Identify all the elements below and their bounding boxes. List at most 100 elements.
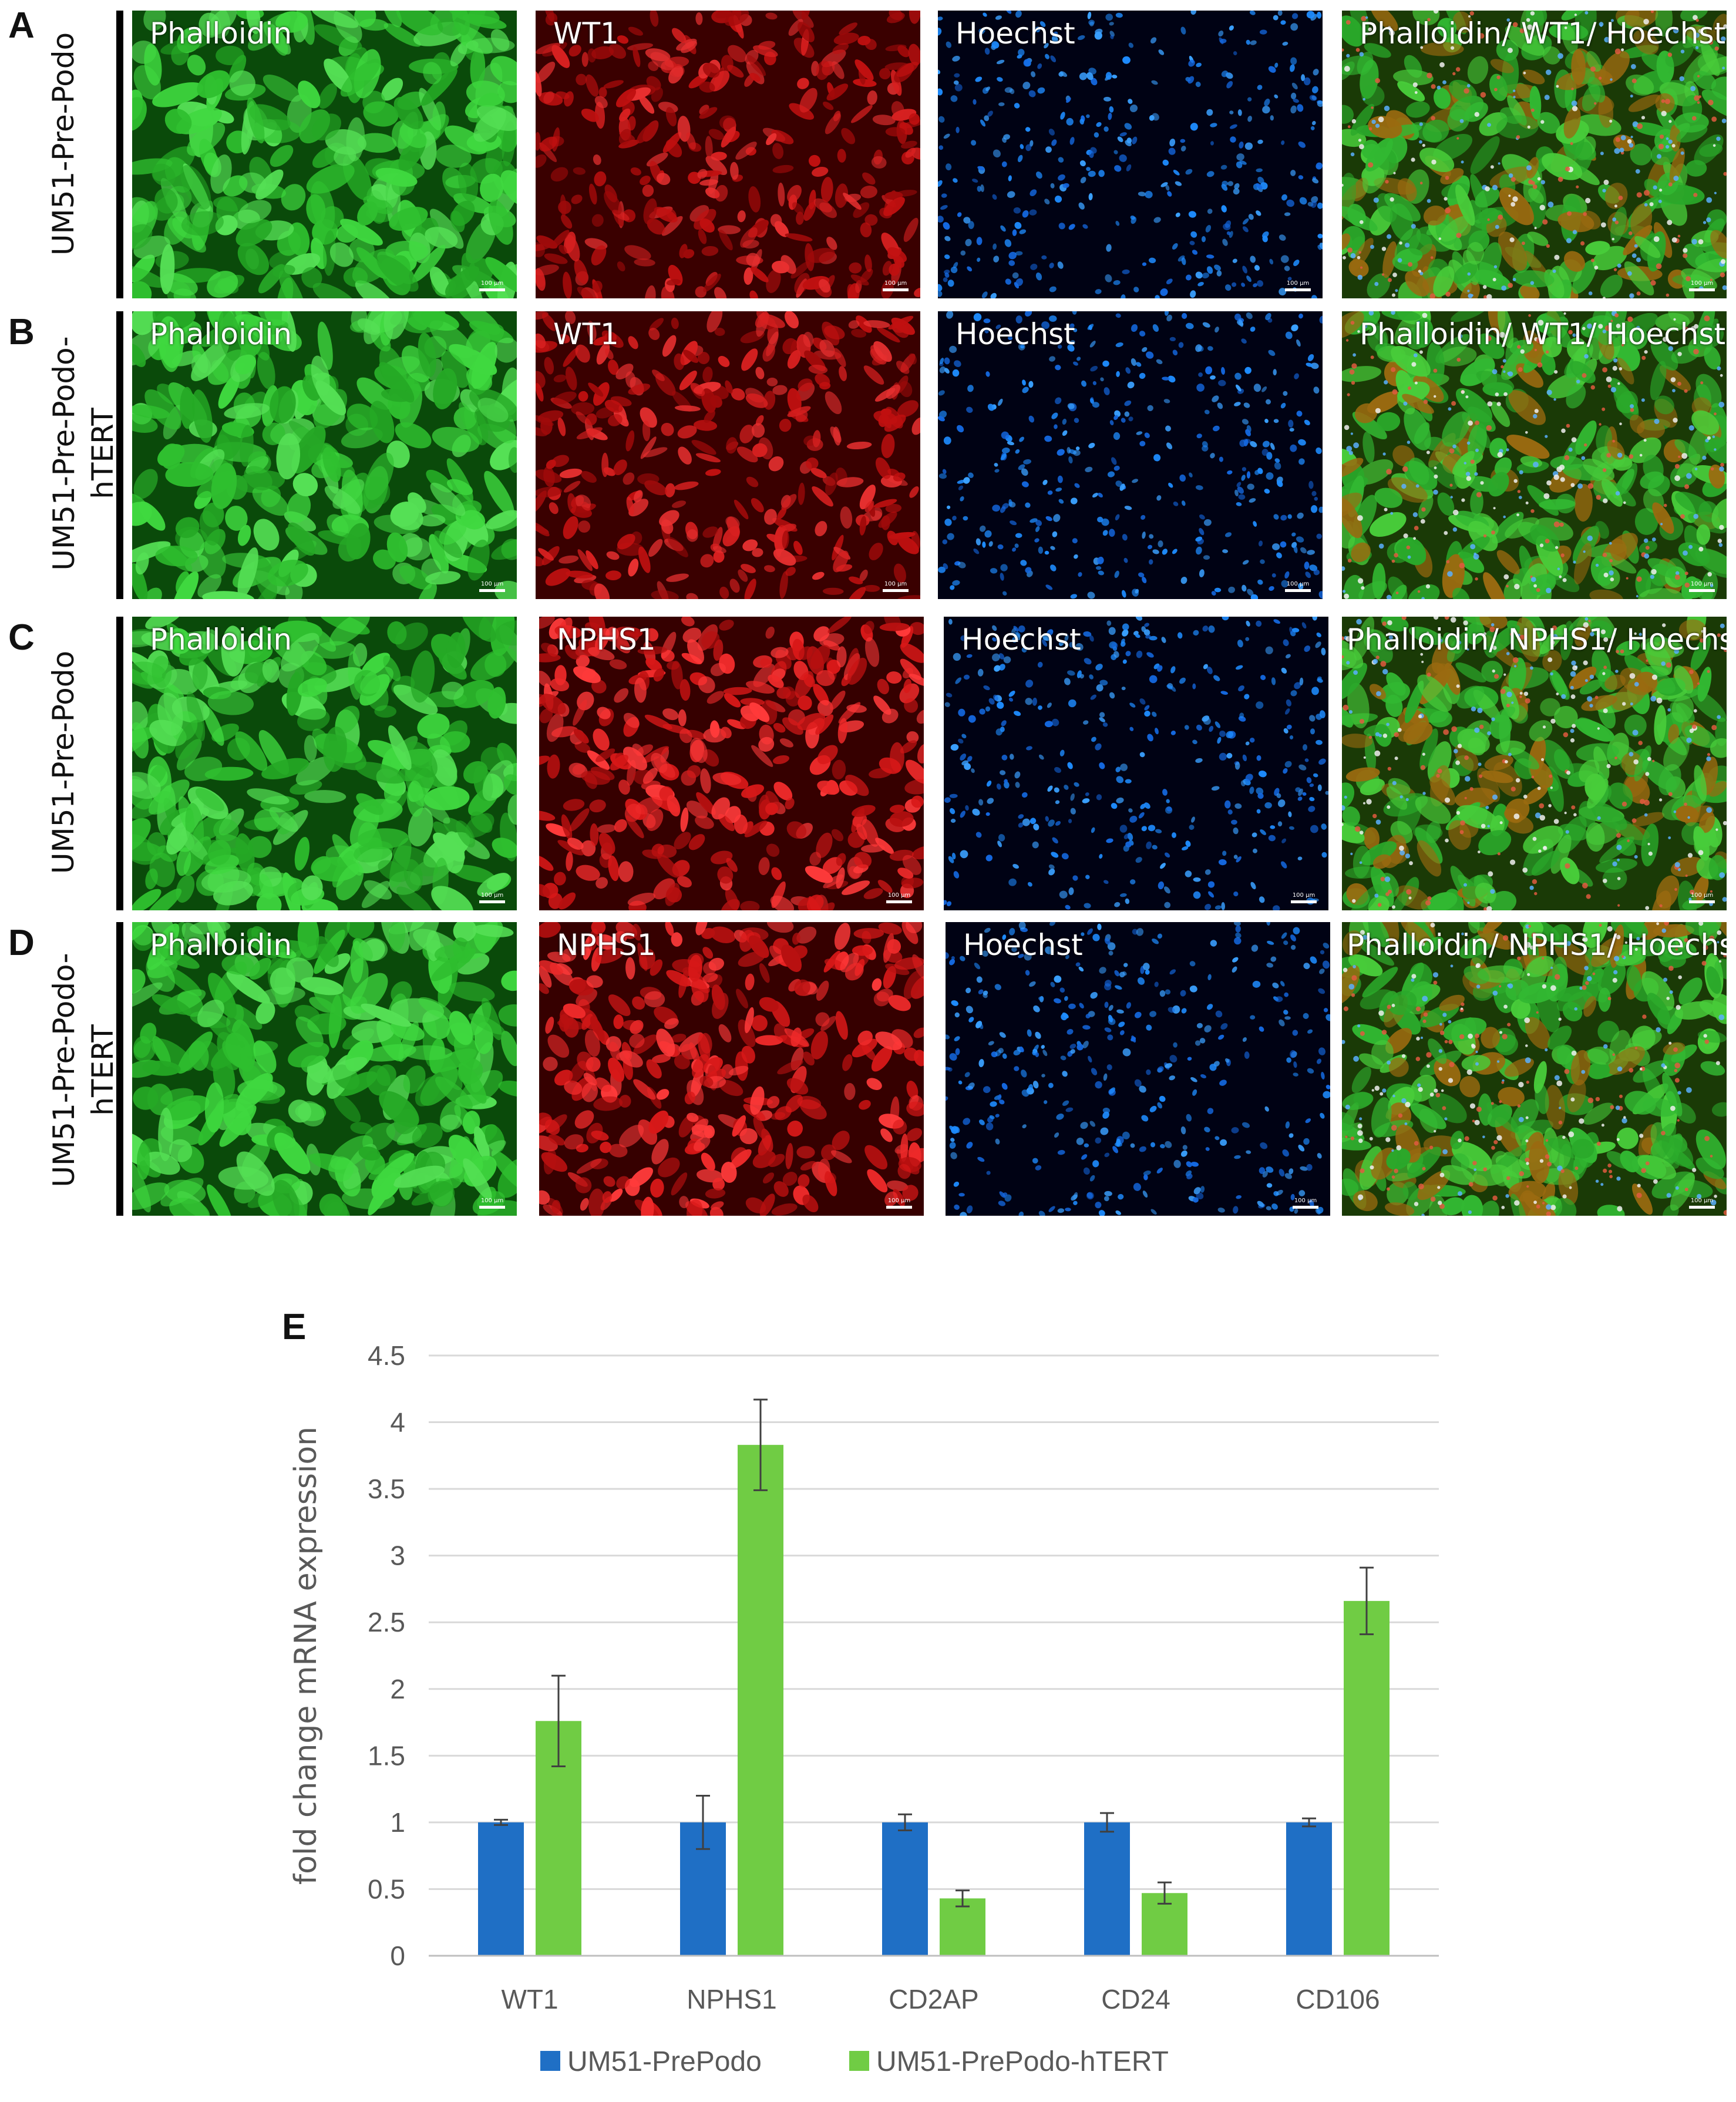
image-b-hoechst: Hoechst 100 µm (938, 311, 1323, 599)
stain-label: Phalloidin (150, 928, 292, 962)
scale-bar: 100 µm (1689, 581, 1715, 592)
micrograph-texture (536, 311, 920, 599)
x-tick-label: WT1 (501, 1984, 558, 2014)
image-d-phalloidin: Phalloidin 100 µm (132, 922, 517, 1216)
stain-label: Phalloidin (150, 317, 292, 351)
scale-bar-text: 100 µm (480, 280, 504, 287)
micrograph-texture (1342, 922, 1727, 1216)
image-a-hoechst: Hoechst 100 µm (938, 11, 1323, 298)
micrograph-texture (132, 311, 517, 599)
image-a-phalloidin: Phalloidin 100 µm (132, 11, 517, 298)
stain-label: Phalloidin/ WT1/ Hoechst (1360, 16, 1726, 51)
micrograph-texture (938, 11, 1323, 298)
microscopy-figure: A B C D UM51-Pre-Podo UM51-Pre-Podo- hTE… (8, 0, 1727, 1216)
scale-bar-text: 100 µm (1286, 581, 1310, 587)
stain-label: Phalloidin (150, 623, 292, 657)
scale-bar: 100 µm (1293, 1198, 1318, 1209)
scale-bar-text: 100 µm (480, 581, 504, 587)
scale-bar-text: 100 µm (480, 1198, 504, 1204)
image-b-wt1: WT1 100 µm (536, 311, 920, 599)
bar-chart-e: E 0 0.5 1 1.5 2 2.5 3 3.5 4 4.5 fold change mRNA ex… (282, 1298, 1480, 2102)
x-tick-label: CD2AP (889, 1984, 978, 2014)
bar-cd24-series-1 (1084, 1822, 1130, 1956)
image-c-hoechst: Hoechst 100 µm (944, 617, 1328, 910)
image-d-nphs1: NPHS1 100 µm (539, 922, 924, 1216)
stain-label: Phalloidin/ NPHS1/ Hoechst (1347, 928, 1727, 962)
legend-swatch (849, 2051, 869, 2071)
panel-letter-e: E (282, 1307, 306, 1347)
legend-label: UM51-PrePodo-hTERT (876, 2046, 1169, 2077)
stain-label: Phalloidin/ NPHS1/ Hoechst (1347, 623, 1727, 657)
y-tick-label: 0 (390, 1940, 405, 1971)
stain-label: NPHS1 (557, 623, 656, 657)
image-b-phalloidin: Phalloidin 100 µm (132, 311, 517, 599)
scale-bar: 100 µm (1285, 280, 1311, 291)
scale-bar-text: 100 µm (887, 892, 911, 899)
row-label-a: UM51-Pre-Podo (11, 0, 116, 291)
bar-nphs1-series-2 (738, 1445, 783, 1956)
bar-wt1-series-1 (478, 1822, 524, 1956)
x-tick-label: CD106 (1296, 1984, 1380, 2014)
legend-label: UM51-PrePodo (567, 2046, 762, 2077)
bar-cd2ap-series-1 (882, 1822, 928, 1956)
stain-label: WT1 (553, 16, 619, 51)
x-tick-label: NPHS1 (687, 1984, 776, 2014)
y-tick-label: 2.5 (368, 1607, 405, 1637)
stain-label: Hoechst (963, 928, 1083, 962)
panel-letter-d: D (8, 923, 35, 963)
chart-svg: E 0 0.5 1 1.5 2 2.5 3 3.5 4 4.5 fold change mRNA ex… (282, 1307, 1439, 2077)
scale-bar-text: 100 µm (1690, 892, 1714, 899)
scale-bar: 100 µm (479, 1198, 505, 1209)
micrograph-texture (539, 617, 924, 910)
scale-bar: 100 µm (883, 581, 909, 592)
row-label-a-line1: UM51-Pre-Podo (46, 32, 80, 256)
scale-bar-text: 100 µm (1690, 280, 1714, 287)
image-c-nphs1: NPHS1 100 µm (539, 617, 924, 910)
micrograph-texture (132, 617, 517, 910)
image-b-merged: Phalloidin/ WT1/ Hoechst 100 µm (1342, 311, 1727, 599)
y-tick-label: 3 (390, 1541, 405, 1571)
bar-cd106-series-1 (1286, 1822, 1332, 1956)
y-tick-label: 1 (390, 1807, 405, 1838)
row-divider-c (116, 617, 123, 910)
stain-label: WT1 (553, 317, 619, 351)
scale-bar-text: 100 µm (1292, 892, 1316, 899)
image-a-merged: Phalloidin/ WT1/ Hoechst 100 µm (1342, 11, 1727, 298)
scale-bar: 100 µm (886, 892, 912, 903)
scale-bar: 100 µm (1689, 280, 1715, 291)
micrograph-texture (536, 11, 920, 298)
stain-label: Hoechst (961, 623, 1081, 657)
row-label-c-line1: UM51-Pre-Podo (46, 650, 80, 875)
stain-label: Hoechst (956, 317, 1075, 351)
scale-bar-text: 100 µm (884, 280, 907, 287)
y-tick-label: 4.5 (368, 1340, 405, 1371)
micrograph-texture (132, 11, 517, 298)
micrograph-texture (1342, 617, 1727, 910)
panel-letter-c: C (8, 617, 35, 658)
image-d-merged: Phalloidin/ NPHS1/ Hoechst 100 µm (1342, 922, 1727, 1216)
image-c-merged: Phalloidin/ NPHS1/ Hoechst 100 µm (1342, 617, 1727, 910)
micrograph-texture (132, 922, 517, 1216)
scale-bar-text: 100 µm (1286, 280, 1310, 287)
scale-bar: 100 µm (1689, 892, 1715, 903)
micrograph-texture (1342, 11, 1727, 298)
scale-bar: 100 µm (479, 892, 505, 903)
micrograph-texture (539, 922, 924, 1216)
micrograph-texture (938, 311, 1323, 599)
scale-bar-text: 100 µm (884, 581, 907, 587)
y-tick-label: 3.5 (368, 1474, 405, 1504)
scale-bar-text: 100 µm (480, 892, 504, 899)
stain-label: Phalloidin/ WT1/ Hoechst (1360, 317, 1726, 351)
scale-bar: 100 µm (886, 1198, 912, 1209)
stain-label: Phalloidin (150, 16, 292, 51)
y-tick-label: 0.5 (368, 1874, 405, 1904)
scale-bar-text: 100 µm (887, 1198, 911, 1204)
panel-letter-b: B (8, 312, 35, 352)
scale-bar: 100 µm (1285, 581, 1311, 592)
scale-bar-text: 100 µm (1690, 581, 1714, 587)
panel-letter-a: A (8, 5, 35, 46)
scale-bar-text: 100 µm (1690, 1198, 1714, 1204)
bar-cd106-series-2 (1344, 1600, 1390, 1956)
scale-bar: 100 µm (479, 581, 505, 592)
y-tick-label: 2 (390, 1674, 405, 1704)
